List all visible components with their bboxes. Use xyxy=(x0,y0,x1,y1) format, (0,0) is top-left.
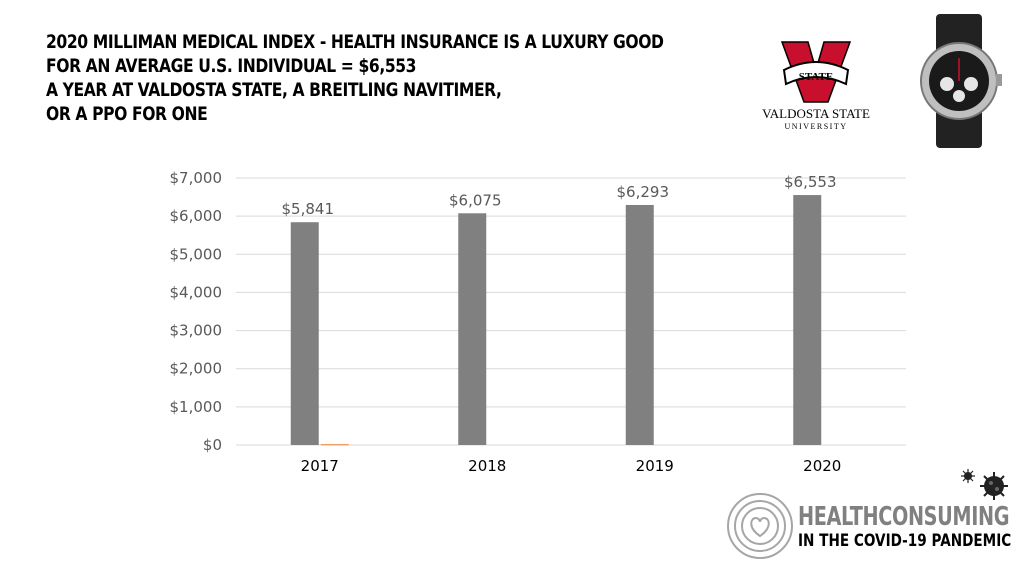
title-line-1: 2020 Milliman Medical Index - Health Ins… xyxy=(46,31,664,53)
university-sub: UNIVERSITY xyxy=(785,122,848,130)
x-tick-label-2019: 2019 xyxy=(636,457,674,475)
virus-icon xyxy=(961,469,1008,500)
virus-small-icon xyxy=(961,469,975,483)
valdosta-state-logo: STATE VALDOSTA STATE UNIVERSITY xyxy=(762,41,870,130)
university-name: VALDOSTA STATE xyxy=(762,106,870,121)
data-label-2017: $5,841 xyxy=(282,200,335,218)
brand-title: HEALTHCONSUMING xyxy=(798,502,1010,532)
y-tick-label: $0 xyxy=(203,436,222,454)
y-tick-label: $3,000 xyxy=(170,322,223,340)
virus-large-icon xyxy=(980,472,1008,500)
bars xyxy=(290,195,822,446)
bar-2017 xyxy=(290,222,319,445)
bar-secondary-2017 xyxy=(320,444,349,446)
badge-text: STATE xyxy=(799,71,833,83)
subdial-bottom xyxy=(953,90,965,102)
y-tick-label: $2,000 xyxy=(170,360,223,378)
x-tick-label-2018: 2018 xyxy=(468,457,506,475)
watch-crown xyxy=(996,74,1002,86)
title-line-3: A year at Valdosta State, a Breitling Na… xyxy=(46,79,502,101)
bar-2020 xyxy=(793,195,822,445)
x-tick-label-2020: 2020 xyxy=(803,457,841,475)
x-axis-ticks: 2017 2018 2019 2020 xyxy=(301,457,842,475)
data-labels: $5,841 $6,075 $6,293 $6,553 xyxy=(282,173,837,218)
state-banner xyxy=(782,61,850,86)
heart-circles-icon xyxy=(727,493,793,559)
subdial-right xyxy=(964,77,978,91)
bar-2019 xyxy=(625,204,654,445)
breitling-watch-icon xyxy=(920,14,1002,148)
bar-2018 xyxy=(458,213,487,445)
chart-title: 2020 Milliman Medical Index - Health Ins… xyxy=(46,30,664,126)
data-label-2020: $6,553 xyxy=(784,173,837,191)
y-axis-ticks: $0 $1,000 $2,000 $3,000 $4,000 $5,000 $6,000 $7… xyxy=(170,169,223,454)
title-line-4: or a PPO for one xyxy=(46,103,208,125)
data-label-2018: $6,075 xyxy=(449,191,502,209)
y-tick-label: $4,000 xyxy=(170,283,223,301)
healthconsuming-brand: HEALTHCONSUMING IN THE COVID-19 PANDEMIC xyxy=(726,490,1016,562)
title-line-2: For an Average U.S. Individual = $6,553 xyxy=(46,55,417,77)
x-tick-label-2017: 2017 xyxy=(301,457,339,475)
brand-subtitle: IN THE COVID-19 PANDEMIC xyxy=(798,531,1012,551)
y-tick-label: $6,000 xyxy=(170,207,223,225)
y-tick-label: $1,000 xyxy=(170,398,223,416)
y-tick-label: $5,000 xyxy=(170,245,223,263)
subdial-left xyxy=(940,77,954,91)
data-label-2019: $6,293 xyxy=(617,183,670,201)
y-tick-label: $7,000 xyxy=(170,169,223,187)
